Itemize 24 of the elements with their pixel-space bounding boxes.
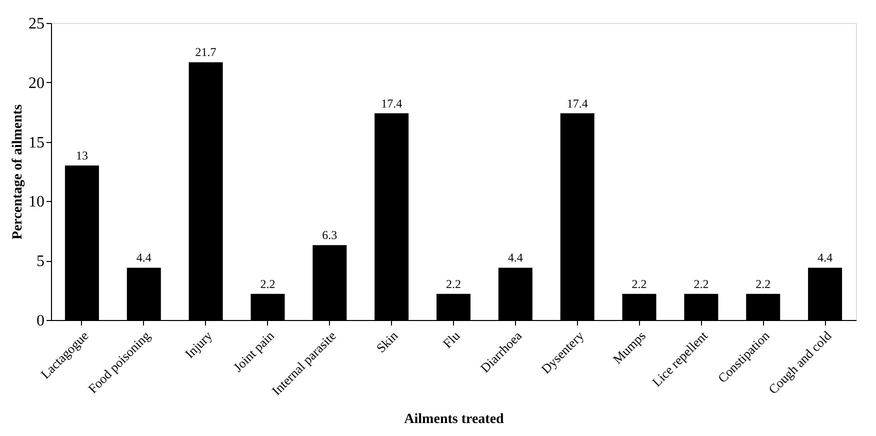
data-label: 2.2	[694, 276, 709, 291]
x-tick-label: Skin	[373, 328, 402, 356]
data-label: 4.4	[508, 250, 523, 265]
y-tick-label: 10	[28, 194, 44, 211]
x-axis-title: Ailments treated	[404, 412, 504, 428]
x-tick-label: Joint pain	[230, 328, 278, 375]
data-label: 2.2	[756, 276, 771, 291]
y-tick-label: 20	[28, 74, 44, 92]
y-tick-label: 5	[36, 253, 44, 270]
data-label: 13	[76, 148, 88, 163]
data-label: 4.4	[136, 250, 152, 265]
y-axis-title: Percentage of ailments	[10, 104, 26, 240]
data-label: 21.7	[195, 45, 216, 60]
data-label: 4.4	[818, 250, 833, 265]
y-tick-label: 15	[28, 134, 44, 152]
data-label: 2.2	[260, 276, 276, 291]
y-tick-label: 25	[28, 16, 44, 32]
y-tick-label: 0	[36, 312, 44, 330]
data-label: 2.2	[446, 276, 461, 291]
data-label: 6.3	[322, 228, 338, 242]
data-label: 17.4	[566, 96, 588, 110]
data-label: 17.4	[381, 96, 402, 110]
data-label: 2.2	[632, 276, 647, 291]
x-tick-label: Flu	[440, 328, 464, 351]
